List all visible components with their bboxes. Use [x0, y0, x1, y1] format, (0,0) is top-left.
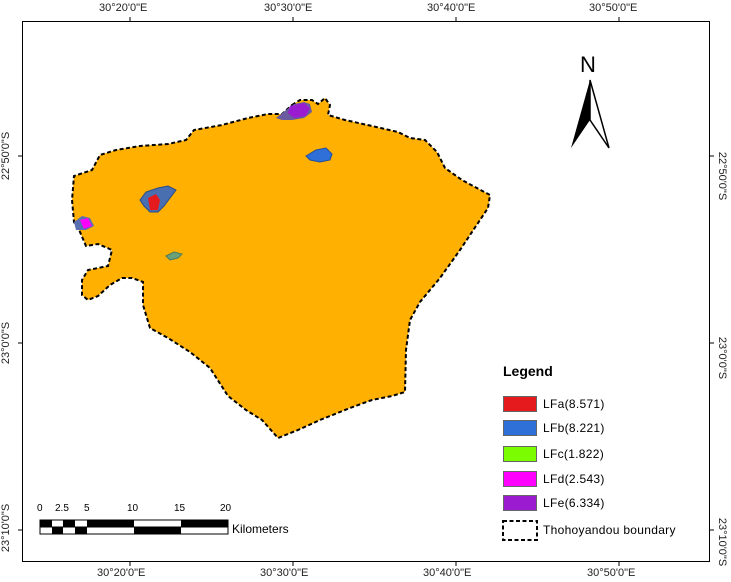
legend-swatch-lfd — [503, 471, 537, 487]
north-letter: N — [580, 52, 596, 77]
scale-tick-label: 0 — [37, 503, 43, 514]
top-coord-label: 30°30'0"E — [264, 2, 313, 14]
right-coord-label: 22°50'0"S — [716, 151, 728, 201]
legend-swatch-lfa — [503, 396, 537, 412]
scale-tick-label: 20 — [220, 503, 232, 514]
legend-item: LFc(1.822) — [503, 446, 723, 464]
legend-swatch-lfc — [503, 446, 537, 462]
scale-tick-label: 10 — [127, 503, 139, 514]
bottom-coord-label: 30°50'0"E — [587, 567, 636, 579]
landform-patches — [74, 102, 333, 261]
graticule-ticks — [18, 17, 714, 566]
legend-label: LFb(8.221) — [543, 421, 605, 435]
top-coord-label: 30°40'0"E — [427, 2, 476, 14]
legend-item: LFa(8.571) — [503, 396, 723, 414]
legend-item: LFb(8.221) — [503, 420, 723, 438]
legend-swatch-lfe — [503, 495, 537, 511]
left-coord-label: 22°50'0"S — [0, 131, 12, 181]
legend-label: LFa(8.571) — [543, 397, 605, 411]
scale-units-label: Kilometers — [232, 522, 289, 536]
legend-item: LFe(6.334) — [503, 495, 723, 513]
left-coord-label: 23°0'0"S — [0, 321, 12, 365]
boundary-swatch — [502, 520, 538, 541]
bottom-coord-label: 30°20'0"E — [97, 567, 146, 579]
north-arrow-icon — [571, 79, 610, 149]
scale-tick-label: 5 — [84, 503, 90, 514]
thohoyandou-area — [70, 96, 492, 440]
top-coord-label: 30°50'0"E — [589, 2, 638, 14]
legend-swatch-lfb — [503, 420, 537, 436]
top-coord-label: 30°20'0"E — [99, 2, 148, 14]
legend-label: LFe(6.334) — [543, 496, 605, 510]
legend-label: Thohoyandou boundary — [543, 523, 676, 537]
legend-label: LFd(2.543) — [543, 472, 605, 486]
legend-item-boundary: Thohoyandou boundary — [503, 523, 723, 541]
left-coord-label: 23°10'0"S — [0, 503, 12, 553]
scale-tick-label: 15 — [174, 503, 186, 514]
bottom-coord-label: 30°40'0"E — [423, 567, 472, 579]
bottom-coord-label: 30°30'0"E — [260, 567, 309, 579]
legend-label: LFc(1.822) — [543, 447, 605, 461]
legend-item: LFd(2.543) — [503, 471, 723, 489]
legend-title: Legend — [503, 363, 553, 379]
scale-tick-label: 2.5 — [55, 503, 69, 514]
right-coord-label: 23°0'0"S — [716, 336, 728, 380]
scale-bar-graphic — [39, 519, 229, 535]
